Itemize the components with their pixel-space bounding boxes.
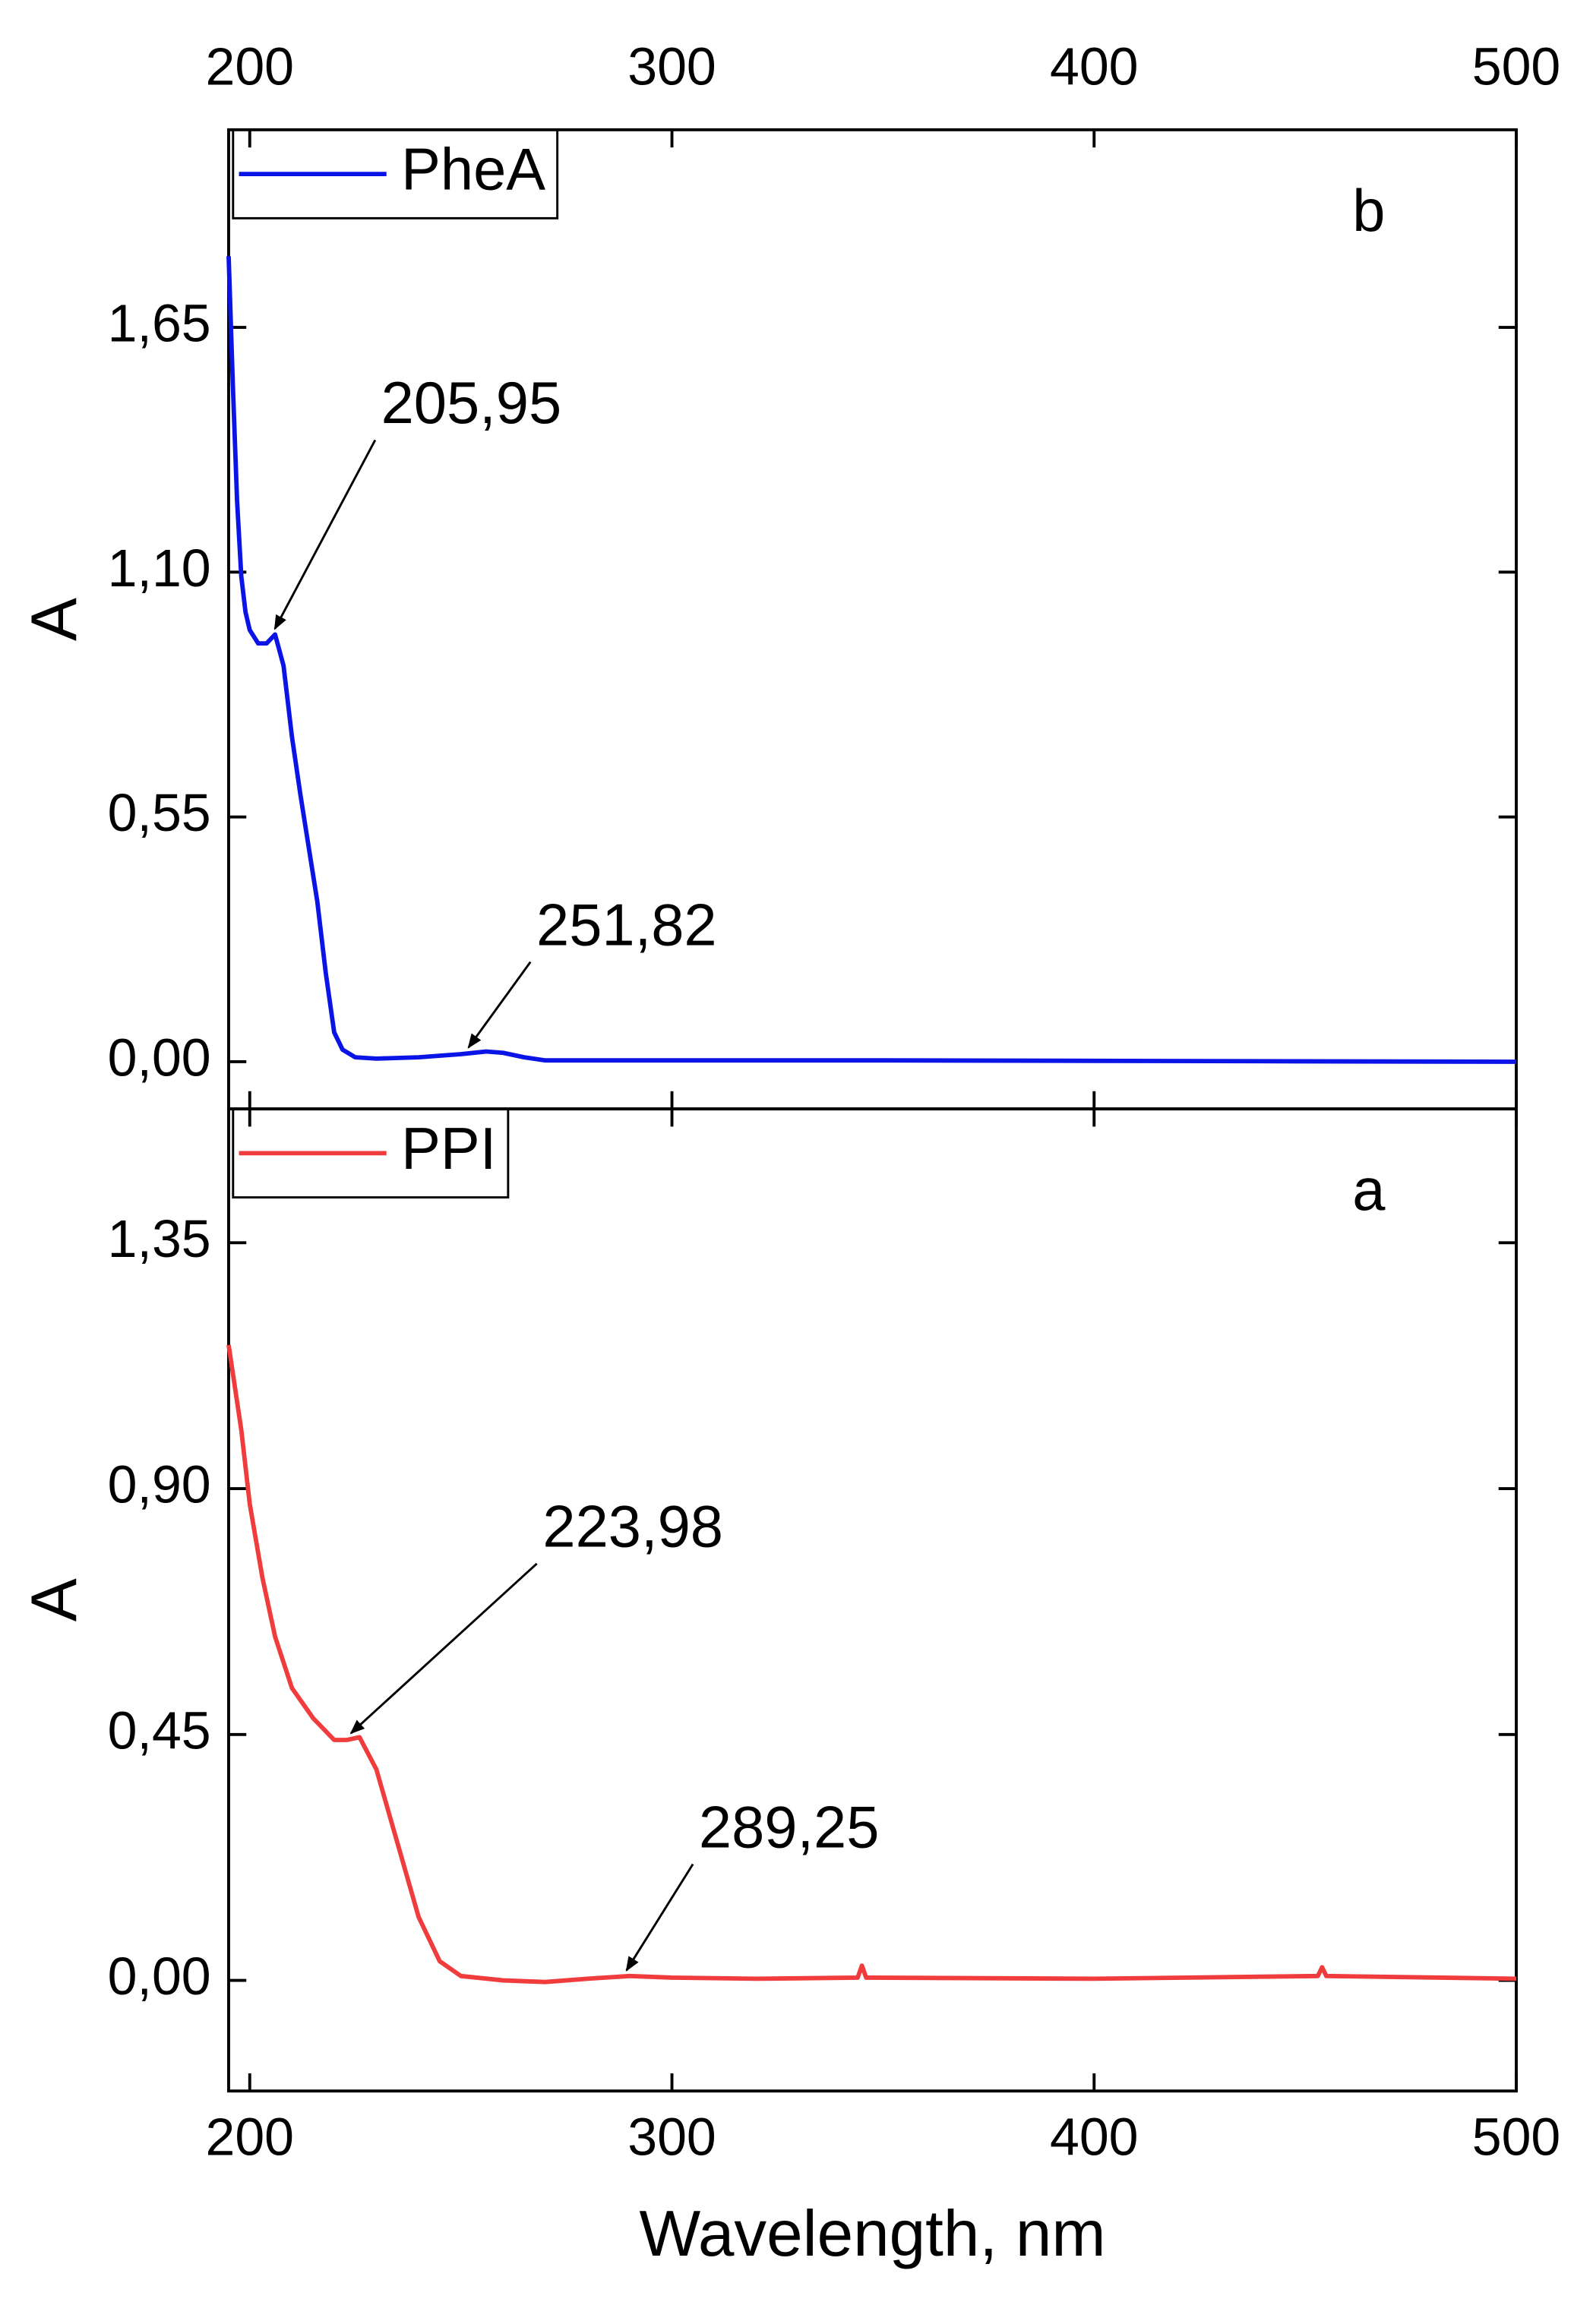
plot-frame xyxy=(227,128,1518,1111)
annotation-label: 205,95 xyxy=(381,371,562,436)
x-tick-label: 500 xyxy=(1472,2108,1561,2167)
panel-label: a xyxy=(1352,1157,1386,1223)
annotation-label: 289,25 xyxy=(699,1795,880,1860)
y-tick-label: 0,00 xyxy=(108,1947,211,2006)
y-tick-label: 1,10 xyxy=(108,538,211,598)
x-tick-label: 200 xyxy=(205,2108,294,2167)
annotation-arrow xyxy=(349,1562,538,1735)
x-tick-label: 300 xyxy=(627,37,716,96)
y-axis-label: A xyxy=(18,598,90,641)
y-tick-label: 0,45 xyxy=(108,1700,211,1760)
x-tick-label: 200 xyxy=(205,37,294,96)
y-axis-label: A xyxy=(18,1578,90,1621)
y-tick-label: 1,35 xyxy=(108,1209,211,1268)
x-tick-label: 500 xyxy=(1472,37,1561,96)
annotation-arrow xyxy=(273,439,377,630)
annotation-arrow xyxy=(625,1863,694,1972)
x-tick-label: 400 xyxy=(1050,37,1139,96)
legend-label: PheA xyxy=(401,137,545,203)
y-tick-label: 0,00 xyxy=(108,1028,211,1087)
data-line xyxy=(226,1344,1517,1985)
legend-box xyxy=(232,1107,510,1199)
y-tick-label: 1,65 xyxy=(108,294,211,353)
legend-box xyxy=(232,128,559,219)
legend-label: PPI xyxy=(401,1116,496,1182)
legend: PPI xyxy=(232,1107,510,1199)
annotation-arrow xyxy=(467,961,532,1049)
x-tick-label: 400 xyxy=(1050,2108,1139,2167)
y-tick-label: 0,55 xyxy=(108,783,211,842)
x-axis-label: Wavelength, nm xyxy=(639,2198,1105,2270)
y-tick-label: 0,90 xyxy=(108,1455,211,1514)
annotation-label: 223,98 xyxy=(542,1495,723,1560)
panel-label: b xyxy=(1352,178,1385,244)
legend: PheA xyxy=(232,128,559,219)
x-tick-label: 300 xyxy=(627,2108,716,2167)
plot-frame xyxy=(227,1107,1518,2093)
annotation-label: 251,82 xyxy=(536,892,717,958)
data-line xyxy=(226,256,1517,1064)
